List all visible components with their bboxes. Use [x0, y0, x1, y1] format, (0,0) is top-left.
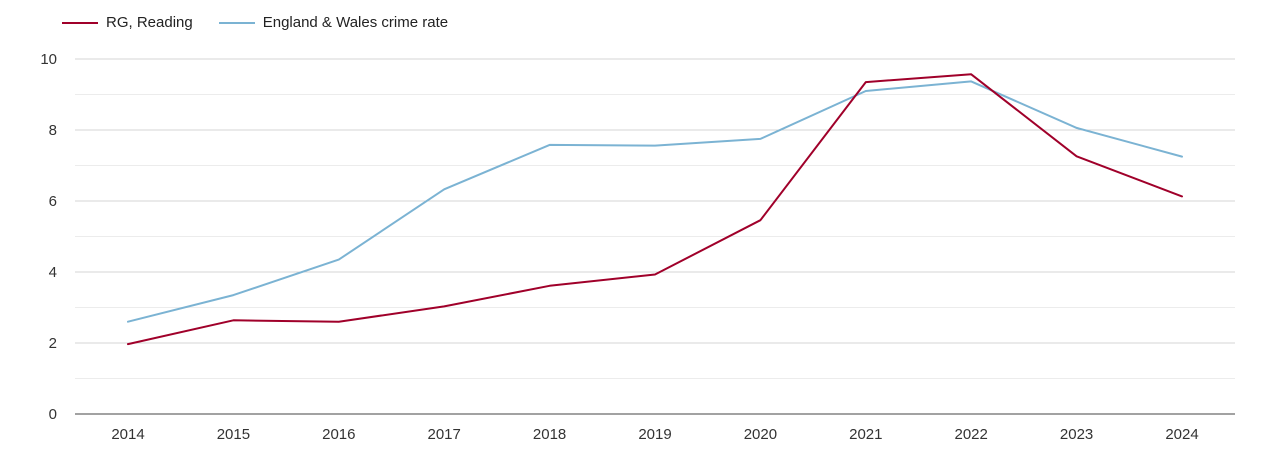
x-tick-label: 2014 — [111, 426, 144, 443]
x-axis-ticks: 2014 2015 2016 2017 2018 2019 2020 2021 2022 2023… — [111, 426, 1198, 443]
x-tick-label: 2023 — [1060, 426, 1093, 443]
y-tick-label: 0 — [49, 406, 57, 423]
legend-swatch-reading — [62, 21, 98, 24]
y-tick-label: 2 — [49, 335, 57, 352]
series-lines — [127, 73, 1183, 346]
x-tick-label: 2018 — [533, 426, 566, 443]
y-tick-label: 10 — [40, 51, 57, 68]
legend-label-england-wales: England & Wales crime rate — [262, 14, 449, 31]
series-line-reading — [127, 73, 1183, 346]
legend-swatch-england-wales — [218, 21, 255, 24]
x-tick-label: 2020 — [744, 426, 777, 443]
x-tick-label: 2017 — [428, 426, 461, 443]
x-tick-label: 2022 — [955, 426, 988, 443]
series-line-england-wales — [127, 80, 1183, 323]
grid-lines — [75, 58, 1235, 415]
chart-legend: RG, Reading England & Wales crime rate — [62, 14, 474, 31]
x-tick-label: 2019 — [638, 426, 671, 443]
x-tick-label: 2021 — [849, 426, 882, 443]
legend-label-reading: RG, Reading — [106, 14, 193, 31]
y-axis-ticks: 0 2 4 6 8 10 — [40, 51, 57, 423]
x-tick-label: 2024 — [1165, 426, 1198, 443]
x-tick-label: 2016 — [322, 426, 355, 443]
legend-item-reading[interactable]: RG, Reading — [62, 14, 193, 31]
x-tick-label: 2015 — [217, 426, 250, 443]
y-tick-label: 4 — [49, 264, 57, 281]
y-tick-label: 6 — [49, 193, 57, 210]
legend-item-england-wales[interactable]: England & Wales crime rate — [218, 14, 449, 31]
y-tick-label: 8 — [49, 122, 57, 139]
